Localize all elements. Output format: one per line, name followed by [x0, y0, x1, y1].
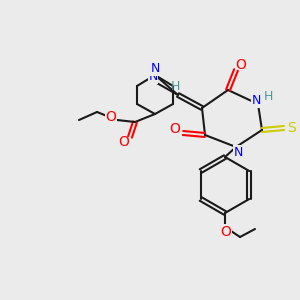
Text: O: O	[118, 135, 129, 149]
Text: S: S	[288, 121, 296, 135]
Text: N: N	[148, 70, 158, 83]
Text: H: H	[263, 89, 273, 103]
Text: O: O	[236, 58, 246, 72]
Text: H: H	[170, 80, 180, 94]
Text: O: O	[169, 122, 180, 136]
Text: O: O	[106, 110, 116, 124]
Text: N: N	[150, 62, 160, 76]
Text: O: O	[220, 225, 231, 239]
Text: N: N	[233, 146, 243, 158]
Text: N: N	[251, 94, 261, 107]
